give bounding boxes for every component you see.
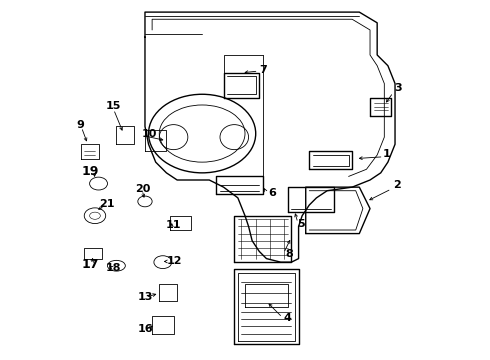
Text: 6: 6 [268, 188, 276, 198]
Text: 12: 12 [167, 256, 182, 266]
Text: 9: 9 [77, 120, 85, 130]
Text: 7: 7 [259, 65, 267, 75]
Text: 11: 11 [166, 220, 181, 230]
Text: 20: 20 [135, 184, 150, 194]
Text: 19: 19 [82, 165, 99, 178]
Text: 10: 10 [142, 129, 157, 139]
Text: 4: 4 [284, 312, 292, 323]
Text: 1: 1 [382, 149, 390, 159]
Text: 16: 16 [138, 324, 153, 334]
Text: 2: 2 [393, 180, 401, 190]
Text: 5: 5 [297, 219, 305, 229]
Text: 13: 13 [138, 292, 153, 302]
Text: 21: 21 [98, 199, 114, 209]
Text: 8: 8 [286, 249, 294, 259]
Text: 17: 17 [82, 258, 99, 271]
Text: 18: 18 [106, 263, 122, 273]
Text: 15: 15 [106, 101, 121, 111]
Text: 3: 3 [395, 83, 402, 93]
